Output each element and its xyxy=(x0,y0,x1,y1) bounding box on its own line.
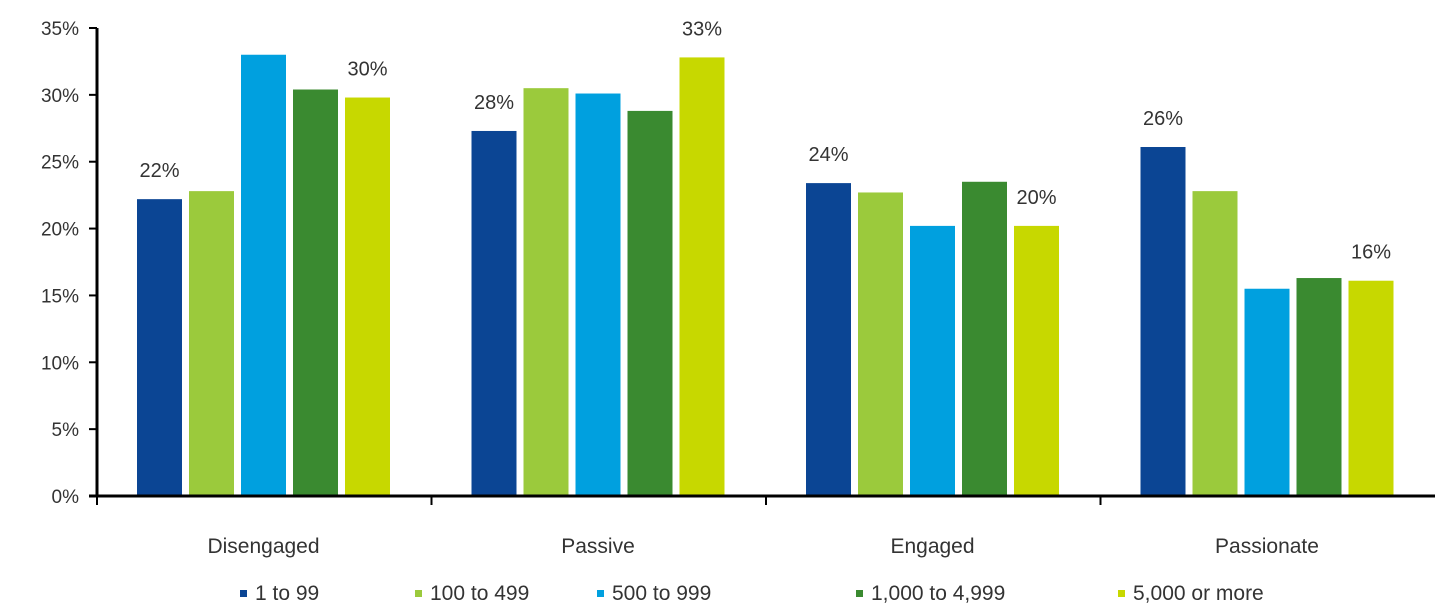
data-label: 30% xyxy=(347,59,387,81)
legend-label: 1 to 99 xyxy=(255,582,319,605)
legend-swatch xyxy=(415,590,422,597)
bar-passive-2 xyxy=(523,88,569,497)
data-label: 33% xyxy=(682,18,722,40)
bar-passionate-3 xyxy=(1244,288,1290,496)
data-labels: 22% 30% 28% 33% 24% 20% 26% 16% xyxy=(139,18,1391,263)
data-label: 22% xyxy=(139,160,179,182)
bar-disengaged-3 xyxy=(241,54,286,496)
x-category-label: Passive xyxy=(561,535,635,558)
legend-swatch xyxy=(1118,590,1125,597)
data-label: 20% xyxy=(1016,187,1056,209)
data-label: 16% xyxy=(1351,242,1391,264)
data-label: 26% xyxy=(1143,108,1183,130)
x-category-label: Engaged xyxy=(890,535,974,558)
y-tick-label: 10% xyxy=(41,353,79,374)
bar-disengaged-1 xyxy=(137,199,182,496)
x-category-label: Disengaged xyxy=(207,535,319,558)
y-tick-label: 20% xyxy=(41,220,79,241)
y-tick-label: 15% xyxy=(41,286,79,307)
data-label: 24% xyxy=(808,144,848,166)
bar-engaged-3 xyxy=(910,225,955,496)
y-tick-label: 0% xyxy=(52,487,80,508)
legend-swatch xyxy=(240,590,247,597)
y-tick-label: 35% xyxy=(41,19,79,40)
bar-passive-5 xyxy=(679,57,725,496)
bar-passionate-1 xyxy=(1140,147,1186,496)
y-axis-ticks: 0% 5% 10% 15% 20% 25% 30% 35% xyxy=(41,19,99,508)
bar-disengaged-5 xyxy=(345,97,390,496)
bar-passionate-2 xyxy=(1192,191,1238,497)
bar-engaged-5 xyxy=(1014,225,1059,496)
legend-label: 1,000 to 4,999 xyxy=(871,582,1005,605)
bar-passionate-5 xyxy=(1348,280,1394,496)
bar-passive-1 xyxy=(471,130,517,496)
legend-swatch xyxy=(856,590,863,597)
x-category-label: Passionate xyxy=(1215,535,1319,558)
y-tick-label: 5% xyxy=(52,420,80,441)
y-tick-label: 25% xyxy=(41,153,79,174)
legend-label: 500 to 999 xyxy=(612,582,711,605)
bar-passionate-4 xyxy=(1296,278,1342,496)
bar-disengaged-4 xyxy=(293,89,338,496)
legend-label: 5,000 or more xyxy=(1133,582,1264,605)
bar-engaged-1 xyxy=(806,183,851,496)
bar-disengaged-2 xyxy=(189,191,234,497)
y-tick-label: 30% xyxy=(41,86,79,107)
bar-engaged-4 xyxy=(962,181,1007,496)
legend-swatch xyxy=(597,590,604,597)
legend-label: 100 to 499 xyxy=(430,582,529,605)
bar-engaged-2 xyxy=(858,192,903,496)
bar-passive-3 xyxy=(575,93,621,497)
data-label: 28% xyxy=(474,92,514,114)
x-axis: Disengaged Passive Engaged Passionate xyxy=(89,494,1435,558)
legend: 1 to 99 100 to 499 500 to 999 1,000 to 4,99… xyxy=(240,582,1264,605)
bar-passive-4 xyxy=(627,110,673,496)
bars-group xyxy=(137,54,1394,497)
